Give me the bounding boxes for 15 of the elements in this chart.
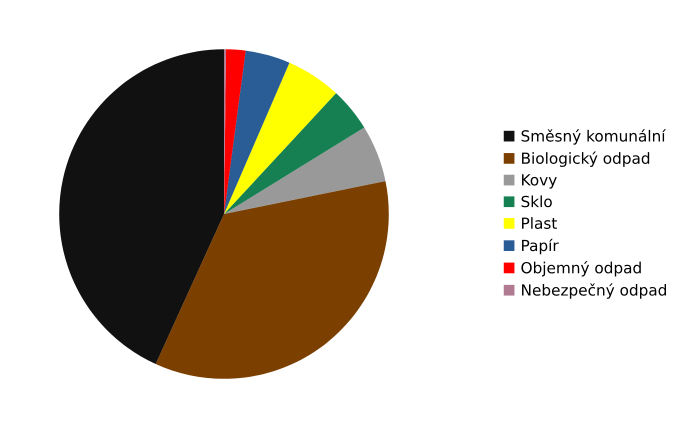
legend-label: Plast (522, 217, 557, 229)
pie-slice (59, 49, 224, 364)
pie-slice (224, 50, 290, 214)
legend-label: Směsný komunální (522, 129, 666, 145)
legend-label: Papír (522, 238, 559, 254)
pie-slice (224, 49, 246, 214)
pie-slice (224, 62, 336, 214)
legend-label: Objemný odpad (521, 261, 641, 276)
pie-slice (156, 181, 389, 379)
pie-slice (224, 93, 364, 214)
legend-label: Biologický odpad (522, 152, 650, 167)
legend-label: Sklo (522, 195, 552, 208)
legend-label: Nebezpečný odpad (522, 283, 666, 299)
legend-label: Kovy (522, 174, 557, 189)
pie-slice (224, 127, 386, 214)
